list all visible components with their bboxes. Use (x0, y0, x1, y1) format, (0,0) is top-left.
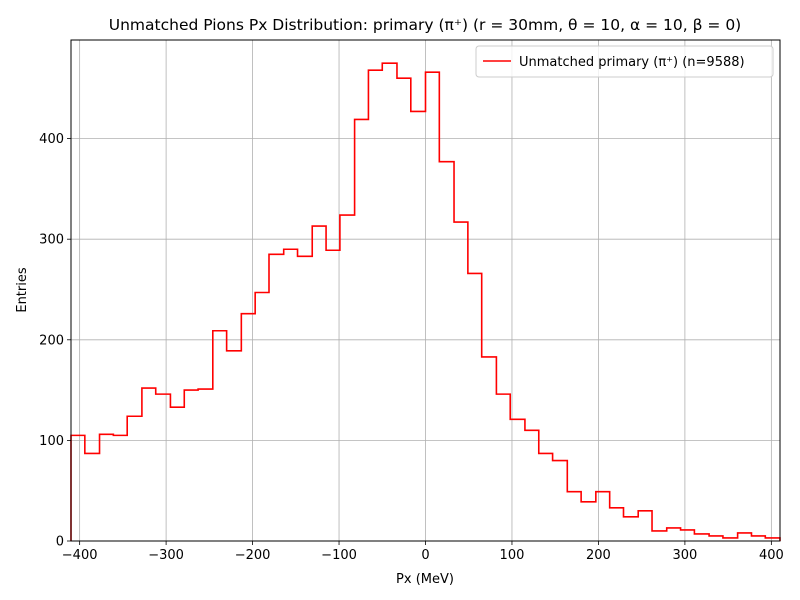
y-tick-label: 100 (39, 434, 64, 449)
histogram-step-line (70, 62, 781, 541)
x-tick-label: 200 (586, 548, 611, 563)
series-layer (70, 62, 781, 541)
y-axis-label: Entries (15, 267, 30, 313)
legend: Unmatched primary (π⁺) (n=9588) (475, 45, 774, 78)
y-tick-label: 0 (56, 535, 64, 550)
legend-box (475, 45, 774, 78)
legend-entry: Unmatched primary (π⁺) (n=9588) (519, 55, 745, 70)
chart-title: Unmatched Pions Px Distribution: primary… (109, 16, 741, 34)
x-tick-label: 0 (421, 548, 429, 563)
x-tick-label: −400 (62, 548, 98, 563)
x-tick-label: 100 (500, 548, 525, 563)
x-axis-label: Px (MeV) (396, 572, 454, 587)
y-tick-label: 200 (39, 333, 64, 348)
x-tick-label: −200 (235, 548, 271, 563)
x-tick-label: 400 (759, 548, 784, 563)
y-tick-label: 400 (39, 132, 64, 147)
grid-layer (71, 40, 780, 542)
x-tick-label: −100 (321, 548, 357, 563)
x-tick-label: 300 (672, 548, 697, 563)
tick-layer: −400 −300 −200 −100 0 100 200 300 400 0 100 200 300 4… (39, 132, 784, 563)
x-tick-label: −300 (148, 548, 184, 563)
y-tick-label: 300 (39, 233, 64, 248)
